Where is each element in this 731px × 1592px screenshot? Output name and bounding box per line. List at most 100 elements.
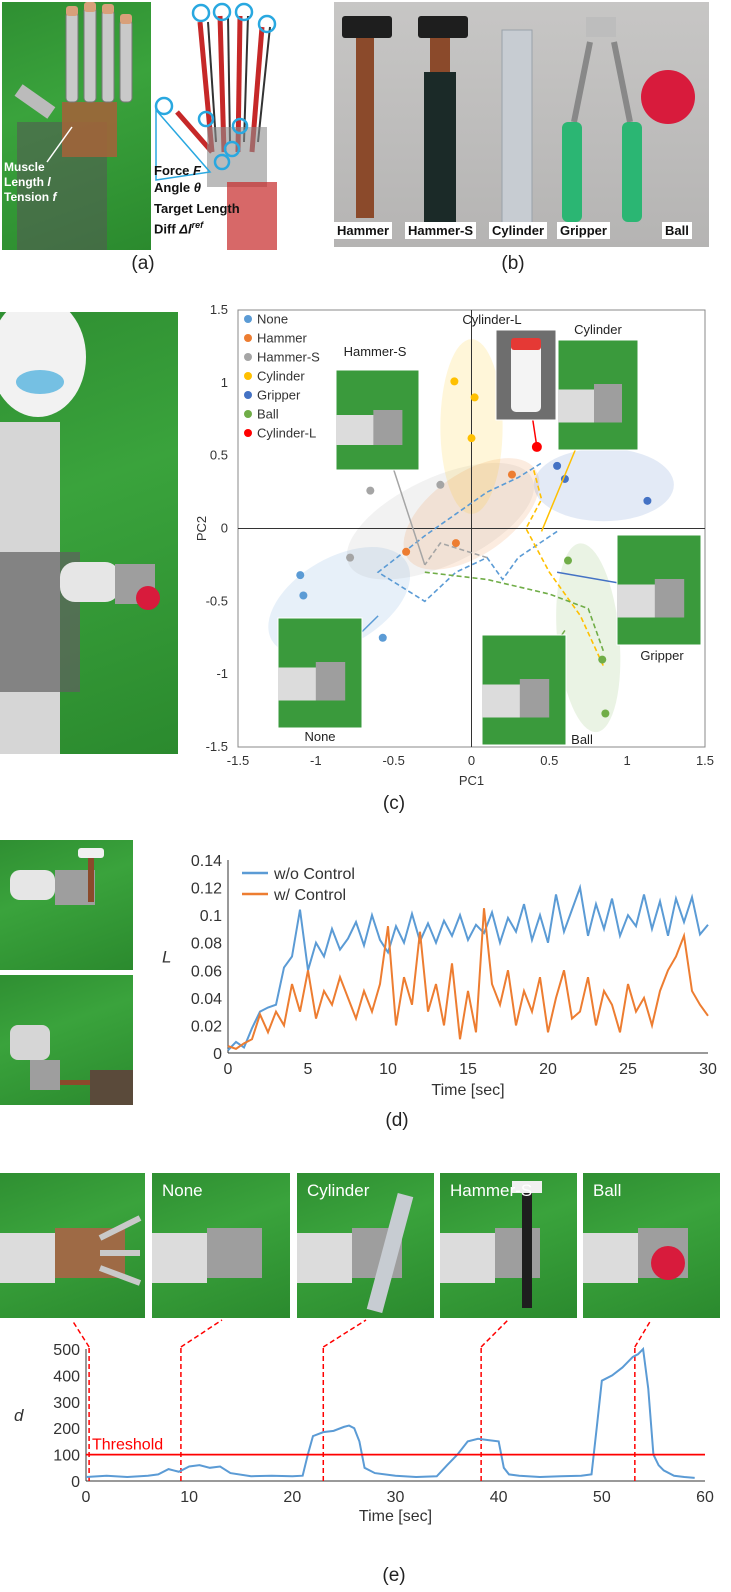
panel-d-label: (d) (385, 1110, 409, 1131)
legend-marker-cylinder (244, 372, 252, 380)
x-tick-label: 20 (283, 1489, 301, 1506)
inset-arm-ball (482, 684, 524, 718)
inset-label-cylinder: Cylinder (574, 322, 622, 337)
cylinder-l-object (511, 342, 541, 412)
y-tick-label: 300 (53, 1395, 80, 1412)
x-tick-label: -1.5 (227, 753, 249, 768)
series-line-0 (227, 883, 709, 1051)
inset-hand-gripper (654, 579, 685, 618)
panel-a-label: (a) (131, 253, 155, 274)
inset-arm-cylinder (558, 389, 598, 423)
legend-label-hammer: Hammer (257, 331, 308, 346)
x-tick-label: 1.5 (696, 753, 714, 768)
point-hammer-2 (507, 470, 516, 479)
y-tick-label: -1.5 (206, 739, 228, 754)
panel-c-robot-photo (0, 312, 178, 754)
y-axis-label: PC2 (194, 516, 209, 541)
x-tick-label: 5 (304, 1061, 313, 1078)
cluster-region-5 (556, 543, 621, 733)
x-tick-label: 15 (459, 1061, 477, 1078)
panel-e-photo-open (0, 1173, 145, 1318)
point-ball-1 (598, 655, 607, 664)
y-tick-label: 1.5 (210, 302, 228, 317)
robot-hand-illustration (14, 2, 133, 250)
y-axis-label: d (14, 1406, 24, 1425)
hand-ball-illustration (583, 1228, 688, 1283)
panel-b-photo: Hammer Hammer-S Cylinder Gripper Ball (334, 2, 709, 247)
x-tick-label: 25 (619, 1061, 637, 1078)
point-gripper-0 (553, 461, 562, 470)
legend-label-gripper: Gripper (257, 388, 301, 403)
x-tick-label: 0 (82, 1489, 91, 1506)
time-marker-connector-2 (322, 1319, 367, 1348)
series-line-1 (227, 908, 709, 1050)
panel-d-photo-bottom (0, 975, 133, 1105)
x-tick-label: 0.5 (540, 753, 558, 768)
legend-marker-ball (244, 410, 252, 418)
time-marker-connector-0 (71, 1319, 90, 1348)
panel-e-photo-ball: Ball (583, 1173, 720, 1318)
legend-marker-hammer (244, 334, 252, 342)
y-tick-label: 0.04 (191, 991, 222, 1008)
y-tick-label: 0.08 (191, 936, 222, 953)
point-gripper-2 (643, 496, 652, 505)
y-tick-label: 0 (213, 1046, 222, 1063)
y-tick-label: 0.06 (191, 963, 222, 980)
panel-b-label: (b) (501, 253, 525, 274)
x-tick-label: 60 (696, 1489, 714, 1506)
point-ball-0 (564, 556, 573, 565)
point-ball-2 (601, 709, 610, 718)
point-hammer-s-0 (346, 553, 355, 562)
inset-arm-hammer_s (336, 415, 378, 445)
closed-hand-illustration (152, 1228, 262, 1283)
tool-label-hammer-s: Hammer-S (405, 222, 477, 239)
point-none-2 (378, 633, 387, 642)
y-tick-label: 0.1 (200, 908, 222, 925)
legend-label-cylinder-l: Cylinder-L (257, 426, 316, 441)
inset-label-ball: Ball (571, 732, 593, 747)
x-tick-label: 10 (180, 1489, 198, 1506)
point-hammer-s-1 (366, 486, 375, 495)
cluster-region-1 (346, 462, 534, 580)
inset-label-none: None (304, 729, 335, 744)
panel-e-photo-hammer-s: Hammer-S (440, 1173, 577, 1318)
x-tick-label: -1 (310, 753, 322, 768)
legend-label-0: w/o Control (273, 866, 355, 883)
legend-label-1: w/ Control (273, 887, 346, 904)
panel-d-photo-top (0, 840, 133, 970)
y-tick-label: 0.02 (191, 1018, 222, 1035)
cluster-region-4 (533, 448, 674, 522)
panel-e-caption-cylinder: Cylinder (307, 1181, 370, 1200)
trajectory-3 (424, 542, 488, 566)
hand-cylinder-illustration (297, 1192, 414, 1314)
tool-label-ball: Ball (662, 222, 692, 239)
open-hand-illustration (0, 1215, 142, 1286)
y-tick-label: -0.5 (206, 593, 228, 608)
y-tick-label: 0 (221, 521, 228, 536)
legend-marker-cylinder-l (244, 429, 252, 437)
point-cylinder-2 (467, 434, 476, 443)
hand-cad-illustration (154, 2, 277, 250)
hand-hammer-s-illustration (440, 1181, 542, 1308)
point-cylinder-1 (470, 393, 479, 402)
panel-a-sensor-annotation: Force F Angle θ Target Length Diff Δlref (154, 163, 240, 237)
control-line-chart: 0 5 10 15 20 25 30 0 0.02 0.04 0.06 0.08 0.1 0.12 0.14… (162, 853, 717, 1099)
inset-arm-gripper (617, 584, 659, 618)
x-tick-label: 30 (699, 1061, 717, 1078)
point-hammer-0 (402, 547, 411, 556)
legend-marker-gripper (244, 391, 252, 399)
tool-label-cylinder: Cylinder (489, 222, 548, 239)
inset-hand-hammer_s (373, 410, 403, 445)
inset-label-cylinder_l: Cylinder-L (462, 312, 521, 327)
x-tick-label: -0.5 (382, 753, 404, 768)
legend-label-ball: Ball (257, 407, 279, 422)
panel-a-photo-right: Force F Angle θ Target Length Diff Δlref (152, 2, 285, 250)
point-hammer-1 (451, 539, 460, 548)
y-tick-label: 1 (221, 375, 228, 390)
inset-label-gripper: Gripper (640, 648, 684, 663)
inset-label-hammer_s: Hammer-S (344, 344, 407, 359)
tools-illustration (342, 16, 695, 236)
time-marker-connector-1 (180, 1319, 223, 1348)
x-tick-label: 10 (379, 1061, 397, 1078)
y-tick-label: 0 (71, 1474, 80, 1491)
